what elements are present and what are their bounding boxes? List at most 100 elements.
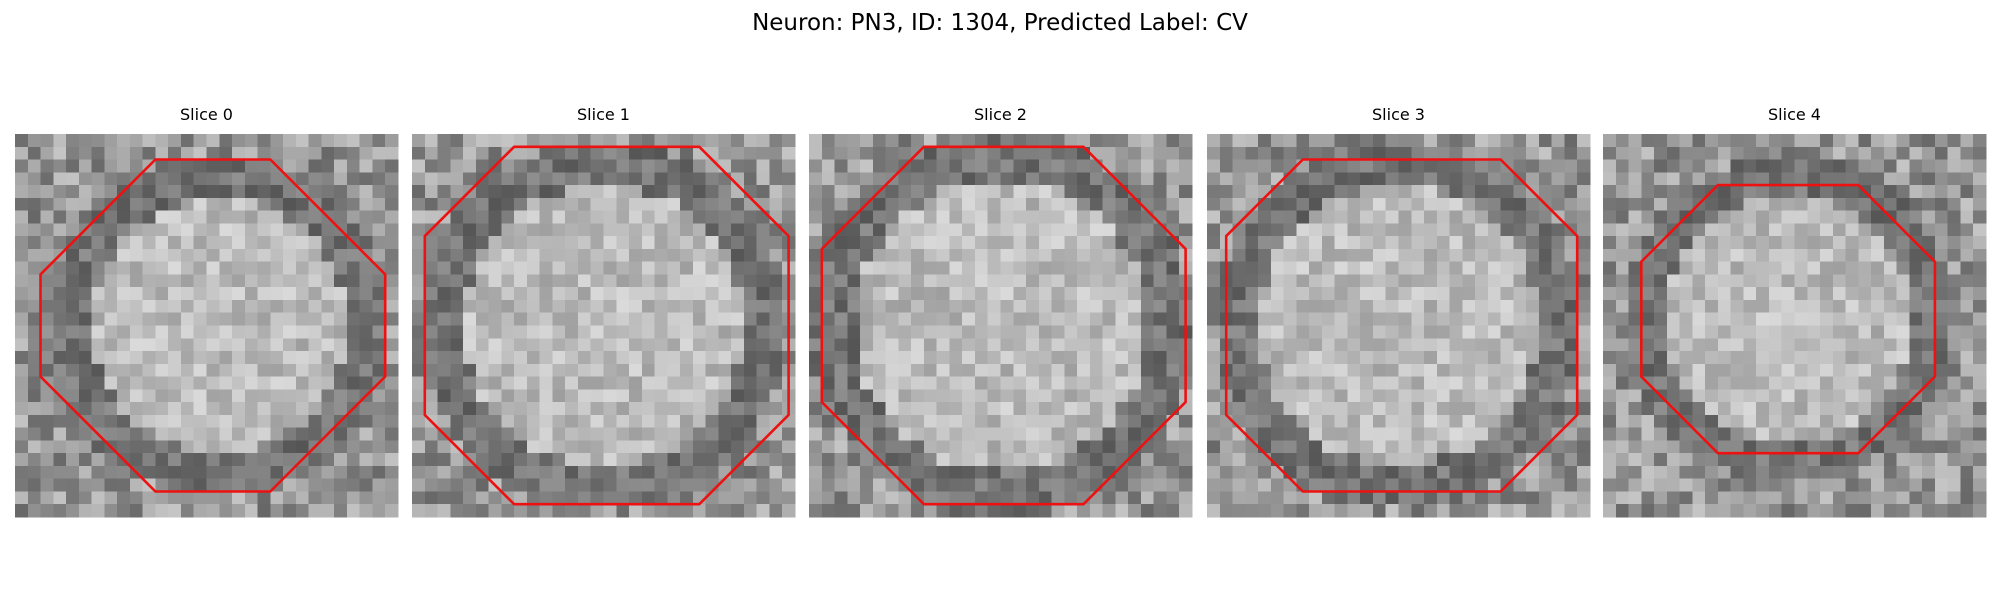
pixel [283, 363, 297, 378]
pixel [1883, 197, 1898, 212]
pixel [1526, 172, 1540, 186]
pixel [1781, 414, 1796, 429]
pixel [898, 491, 912, 505]
pixel [1424, 236, 1438, 250]
pixel [860, 465, 874, 480]
pixel [1000, 223, 1014, 237]
pixel [1309, 478, 1323, 493]
pixel [1832, 363, 1847, 378]
pixel [654, 478, 668, 493]
pixel [603, 261, 617, 276]
pixel [821, 210, 836, 224]
pixel [1807, 210, 1821, 224]
pixel [232, 261, 246, 276]
pixel [1296, 236, 1310, 250]
pixel [270, 197, 284, 212]
pixel [1411, 134, 1425, 148]
pixel [295, 389, 310, 403]
pixel [1424, 159, 1438, 173]
pixel [1717, 197, 1732, 212]
pixel [1283, 363, 1297, 378]
pixel [1064, 172, 1078, 186]
pixel [987, 427, 1002, 441]
pixel [1922, 185, 1936, 199]
pixel [847, 248, 861, 263]
pixel [1207, 287, 1221, 301]
pixel [616, 197, 630, 212]
pixel [1424, 402, 1438, 416]
pixel [1026, 134, 1040, 148]
pixel [27, 440, 42, 454]
pixel [1207, 453, 1221, 467]
pixel [1140, 465, 1155, 480]
pixel [1615, 274, 1630, 288]
pixel [872, 491, 887, 505]
pixel [1909, 440, 1923, 454]
pixel [1179, 172, 1193, 186]
pixel [1820, 172, 1834, 186]
pixel [821, 491, 836, 505]
pixel [1424, 312, 1438, 327]
pixel [1321, 389, 1336, 403]
pixel [1296, 491, 1310, 505]
pixel [463, 159, 477, 173]
pixel [53, 287, 67, 301]
pixel [295, 312, 310, 327]
pixel [1973, 465, 1987, 480]
pixel [731, 402, 745, 416]
pixel [1692, 172, 1706, 186]
pixel [91, 185, 105, 199]
pixel [1372, 172, 1387, 186]
pixel [1781, 453, 1796, 467]
pixel [1372, 236, 1387, 250]
pixel [1717, 287, 1732, 301]
pixel [1258, 159, 1272, 173]
pixel [1526, 338, 1540, 352]
pixel [1679, 376, 1693, 390]
pixel [1641, 453, 1655, 467]
pixel [1526, 504, 1540, 518]
pixel [1283, 491, 1297, 505]
pixel [974, 376, 989, 390]
pixel [193, 248, 208, 263]
pixel [308, 223, 322, 237]
pixel [1360, 351, 1374, 365]
pixel [590, 376, 605, 390]
pixel [1666, 453, 1681, 467]
pixel [1807, 427, 1821, 441]
pixel [1692, 504, 1706, 518]
pixel [1717, 299, 1732, 314]
pixel [321, 146, 335, 161]
pixel [270, 185, 284, 199]
pixel [1666, 274, 1681, 288]
pixel [1654, 197, 1668, 212]
pixel [1768, 236, 1783, 250]
pixel [1768, 363, 1783, 378]
pixel [1577, 172, 1591, 186]
pixel [1679, 172, 1693, 186]
pixel [1140, 185, 1155, 199]
pixel [1615, 312, 1630, 327]
pixel [1487, 478, 1502, 493]
pixel [168, 197, 182, 212]
pixel [40, 223, 54, 237]
pixel [1679, 185, 1693, 199]
pixel [1334, 427, 1349, 441]
pixel [911, 402, 925, 416]
pixel [1832, 427, 1847, 441]
pixel [590, 389, 605, 403]
pixel [1347, 248, 1361, 263]
pixel [743, 351, 758, 365]
pixel [603, 146, 617, 161]
pixel [1102, 223, 1116, 237]
pixel [1128, 299, 1142, 314]
pixel [437, 146, 451, 161]
pixel [129, 504, 144, 518]
pixel [1679, 491, 1693, 505]
pixel [346, 427, 361, 441]
pixel [962, 146, 976, 161]
pixel [1768, 453, 1783, 467]
pixel [219, 465, 233, 480]
pixel [1679, 274, 1693, 288]
pixel [1603, 491, 1617, 505]
